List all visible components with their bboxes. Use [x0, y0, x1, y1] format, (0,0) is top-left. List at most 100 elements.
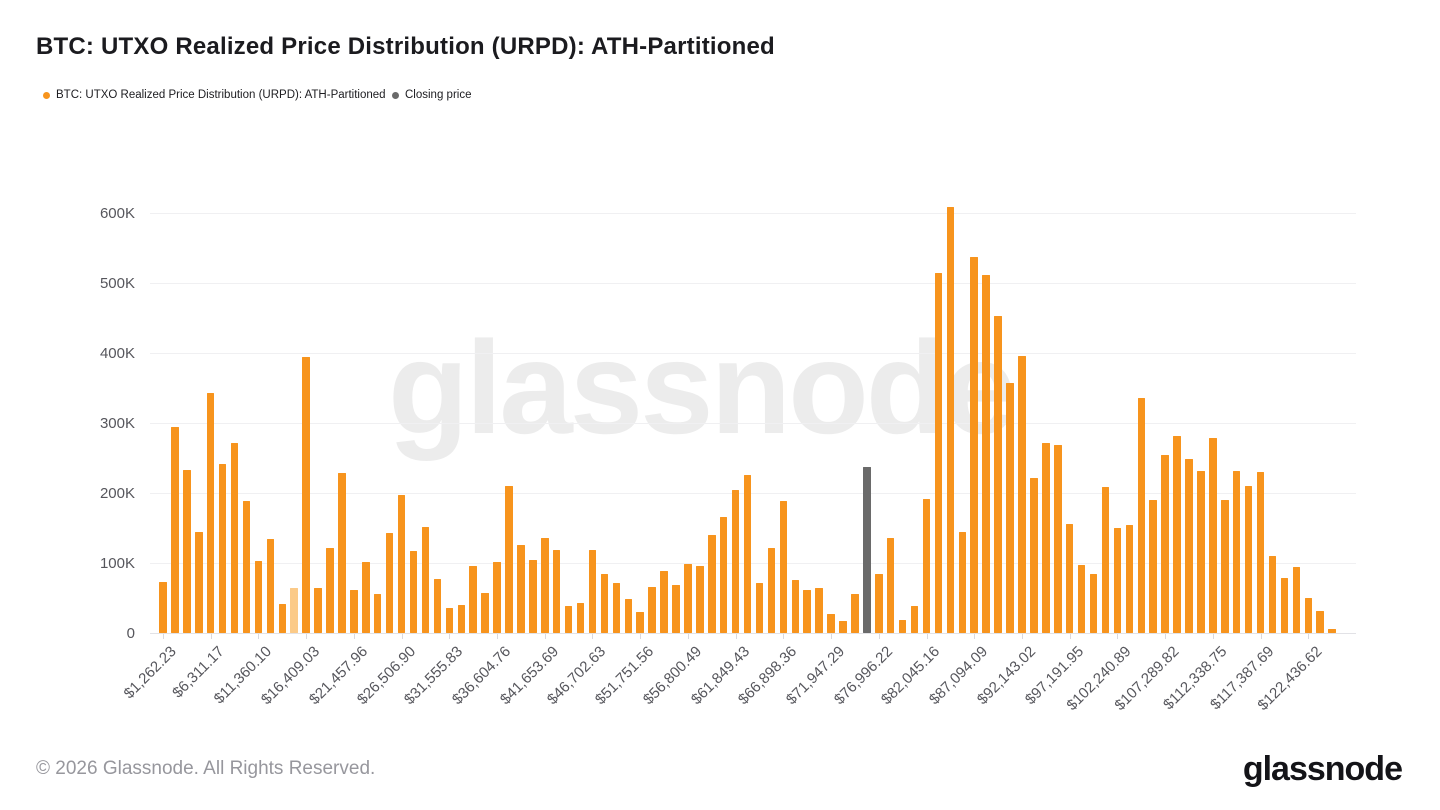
bar[interactable] [1292, 567, 1301, 633]
bar[interactable] [827, 614, 835, 633]
bar[interactable] [195, 531, 203, 633]
bar[interactable] [612, 582, 621, 633]
bar[interactable] [254, 560, 263, 633]
bar[interactable] [159, 581, 167, 633]
bar[interactable] [684, 564, 692, 633]
bar[interactable] [529, 560, 537, 633]
bar[interactable] [433, 579, 442, 633]
bar[interactable] [266, 539, 275, 633]
bar[interactable] [373, 593, 382, 633]
bar[interactable] [898, 620, 907, 633]
closing-price-bar[interactable] [863, 467, 871, 633]
bar[interactable] [183, 469, 191, 633]
bar[interactable] [1149, 500, 1157, 633]
bar[interactable] [1256, 472, 1265, 633]
bar[interactable] [708, 535, 716, 633]
bar[interactable] [385, 532, 394, 633]
bar[interactable] [1185, 458, 1193, 633]
bar[interactable] [910, 605, 919, 633]
bar[interactable] [791, 579, 800, 633]
bar[interactable] [314, 588, 322, 633]
bar[interactable] [600, 574, 609, 633]
bar[interactable] [469, 565, 477, 633]
bar[interactable] [397, 495, 406, 633]
bar[interactable] [743, 474, 752, 633]
bar[interactable] [958, 532, 967, 633]
bar[interactable] [457, 605, 465, 633]
bar[interactable] [696, 565, 704, 633]
bar[interactable] [886, 537, 895, 633]
bar[interactable] [206, 392, 215, 633]
bar[interactable] [1328, 628, 1336, 633]
bar[interactable] [636, 612, 644, 633]
bar[interactable] [1018, 355, 1026, 633]
bar[interactable] [994, 315, 1002, 633]
bar[interactable] [493, 561, 501, 633]
bar[interactable] [1197, 471, 1205, 633]
bar[interactable] [1221, 500, 1229, 633]
bar[interactable] [278, 604, 287, 633]
bar[interactable] [672, 584, 680, 633]
bar[interactable] [218, 464, 227, 633]
bar[interactable] [946, 206, 955, 633]
bar[interactable] [970, 257, 978, 633]
bar[interactable] [779, 500, 788, 633]
bar[interactable] [1232, 471, 1241, 633]
bar[interactable] [1209, 437, 1217, 633]
bar[interactable] [1042, 443, 1050, 633]
bar[interactable] [230, 443, 239, 633]
bar[interactable] [576, 602, 585, 633]
legend-item-urpd[interactable]: BTC: UTXO Realized Price Distribution (U… [43, 89, 386, 101]
bar[interactable] [1101, 486, 1110, 633]
bar[interactable] [982, 274, 990, 633]
bar[interactable] [815, 587, 823, 633]
bar[interactable] [1077, 565, 1086, 633]
bar[interactable] [839, 621, 847, 633]
bar[interactable] [505, 486, 513, 633]
bar[interactable] [934, 272, 943, 633]
bar[interactable] [767, 547, 776, 633]
bar[interactable] [326, 547, 334, 633]
bar[interactable] [171, 426, 179, 633]
bar[interactable] [517, 544, 525, 633]
bar[interactable] [1173, 435, 1181, 633]
bar[interactable] [242, 501, 251, 633]
bar[interactable] [851, 593, 859, 633]
bar[interactable] [445, 607, 454, 633]
bar[interactable] [660, 571, 668, 633]
bar[interactable] [755, 582, 764, 633]
bar[interactable] [731, 490, 740, 633]
bar[interactable] [1065, 523, 1074, 633]
bar[interactable] [624, 599, 633, 633]
bar[interactable] [1244, 486, 1253, 633]
bar[interactable] [1054, 445, 1062, 633]
bar[interactable] [481, 593, 489, 633]
bar[interactable] [875, 574, 883, 633]
bar[interactable] [1280, 577, 1289, 633]
bar[interactable] [1316, 611, 1324, 633]
bar[interactable] [1030, 477, 1038, 633]
bar[interactable] [1137, 397, 1145, 633]
bar[interactable] [719, 516, 728, 633]
bar[interactable] [922, 499, 931, 633]
bar[interactable] [1125, 524, 1134, 633]
bar[interactable] [541, 537, 549, 633]
bar[interactable] [409, 551, 418, 633]
bar[interactable] [803, 590, 811, 633]
bar[interactable] [1089, 573, 1098, 633]
bar[interactable] [421, 526, 430, 633]
bar[interactable] [1161, 454, 1169, 633]
bar[interactable] [1113, 528, 1122, 633]
legend-item-closing-price[interactable]: Closing price [392, 89, 471, 101]
bar[interactable] [648, 586, 656, 633]
bar[interactable] [1006, 383, 1014, 633]
bar[interactable] [552, 549, 561, 633]
bar[interactable] [350, 590, 358, 633]
bar[interactable] [362, 562, 370, 633]
bar-highlighted[interactable] [290, 588, 298, 633]
bar[interactable] [302, 357, 310, 633]
bar[interactable] [588, 549, 597, 633]
bar[interactable] [1304, 598, 1313, 633]
bar[interactable] [338, 473, 346, 633]
bar[interactable] [564, 605, 573, 633]
